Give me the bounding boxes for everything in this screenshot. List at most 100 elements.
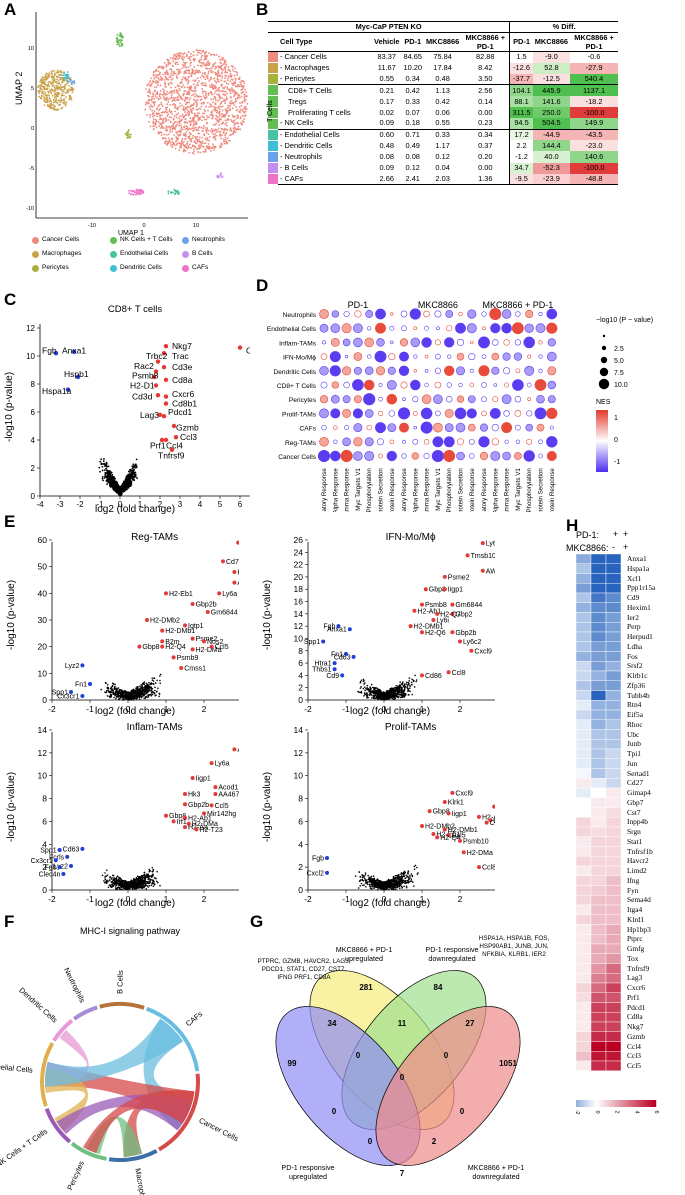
umap-cell xyxy=(203,84,206,87)
row-value: 0.00 xyxy=(461,107,511,119)
gene-point-up xyxy=(151,374,157,380)
dotplot-dot xyxy=(423,310,430,318)
dotplot-dot xyxy=(375,308,386,320)
gene-point xyxy=(363,692,366,694)
umap-cell xyxy=(181,113,184,116)
gene-point xyxy=(109,479,112,482)
gene-point xyxy=(121,694,123,697)
umap-cell xyxy=(208,52,210,55)
umap-cell xyxy=(212,133,215,135)
gene-label-up: Gm6844 xyxy=(211,610,238,617)
dotplot-row-label: Prolif-TAMs xyxy=(282,411,317,418)
gene-point xyxy=(120,489,123,492)
volcano-c-x-tick: -4 xyxy=(36,500,44,509)
dotplot-size-dot xyxy=(599,367,609,377)
gene-point xyxy=(370,697,373,699)
umap-legend-label: Macrophages xyxy=(42,250,82,257)
row-value: 0.55 xyxy=(435,118,450,128)
gene-point xyxy=(408,677,411,679)
umap-cell xyxy=(199,58,201,61)
umap-cell xyxy=(218,134,221,137)
umap-cell xyxy=(210,98,212,100)
gene-label-down: Fgb xyxy=(42,345,57,355)
umap-cell xyxy=(165,111,168,114)
umap-legend-swatch xyxy=(182,265,189,272)
umap-cell xyxy=(204,110,206,113)
umap-cell xyxy=(158,113,161,115)
umap-cell xyxy=(188,151,191,154)
row-value: 0.07 xyxy=(405,107,420,117)
gene-point xyxy=(101,476,104,478)
umap-cell xyxy=(239,110,241,112)
gene-point xyxy=(113,696,115,699)
dotplot-dot xyxy=(319,366,329,376)
umap-cell xyxy=(196,115,199,118)
gene-point xyxy=(133,468,135,471)
table-row: - CAFs 2.66 2.41 2.03 1.36 -9.5 -23.9 -48.8 xyxy=(268,173,619,186)
dotplot-dot xyxy=(353,352,363,361)
umap-cell xyxy=(161,127,164,129)
umap-cell xyxy=(226,142,228,145)
gene-point xyxy=(373,688,375,691)
umap-cell xyxy=(133,190,136,193)
row-color-swatch xyxy=(268,73,278,86)
gene-point xyxy=(130,473,132,475)
umap-cell xyxy=(183,126,186,129)
dotplot-dot xyxy=(538,368,543,373)
umap-cell xyxy=(165,108,168,111)
umap-cell xyxy=(160,101,163,104)
dotplot-dot xyxy=(329,351,341,363)
gene-point xyxy=(367,693,369,696)
dotplot-dot xyxy=(538,311,543,316)
umap-cell xyxy=(214,133,217,135)
gene-point xyxy=(137,691,139,694)
umap-cell xyxy=(213,80,216,82)
gene-point-up xyxy=(179,666,184,670)
gene-point xyxy=(364,689,366,692)
gene-point xyxy=(397,695,400,698)
gene-point-up xyxy=(173,435,179,440)
umap-cell xyxy=(210,128,213,130)
umap-cell xyxy=(193,129,195,132)
gene-point xyxy=(105,682,107,685)
gene-point xyxy=(103,465,106,467)
dotplot-dot xyxy=(319,395,329,404)
umap-cell xyxy=(218,105,220,108)
dotplot-dot xyxy=(412,438,419,445)
umap-cell xyxy=(204,138,207,140)
dotplot-dot xyxy=(436,326,440,331)
dotplot-dot xyxy=(330,408,341,419)
gene-label-down: Hspb1 xyxy=(64,369,89,379)
dotplot-dot xyxy=(353,423,363,433)
gene-label-up: Psme2 xyxy=(196,636,218,643)
dotplot-dot xyxy=(367,354,372,359)
gene-point xyxy=(138,696,141,698)
umap-cell xyxy=(161,93,164,96)
umap-cell xyxy=(169,144,172,147)
umap-cell xyxy=(225,113,228,116)
gene-point xyxy=(134,463,137,466)
row-color-swatch xyxy=(268,51,278,64)
volcano-e-y-tick: 0 xyxy=(298,695,303,705)
dotplot-dot xyxy=(503,367,511,375)
gene-point xyxy=(148,686,151,689)
dotplot-dot xyxy=(470,340,474,345)
umap-cell xyxy=(188,135,191,138)
umap-cell xyxy=(56,69,59,72)
gene-label-up: Gbp8 xyxy=(142,644,159,651)
umap-cell xyxy=(145,88,147,90)
umap-cell xyxy=(219,173,222,176)
gene-point xyxy=(108,470,111,472)
gene-point xyxy=(111,475,113,478)
volcano-c-x-tick: 4 xyxy=(198,500,203,509)
umap-cell xyxy=(73,82,76,84)
umap-cell xyxy=(242,108,245,111)
umap-cluster-b-cells xyxy=(216,172,224,179)
umap-cell xyxy=(176,107,179,109)
gene-label-up: Nos2 xyxy=(207,639,223,646)
dotplot-dot xyxy=(378,453,383,459)
gene-point xyxy=(411,693,413,696)
umap-cell xyxy=(236,114,239,117)
umap-cell xyxy=(154,76,156,79)
umap-cell xyxy=(225,140,227,143)
